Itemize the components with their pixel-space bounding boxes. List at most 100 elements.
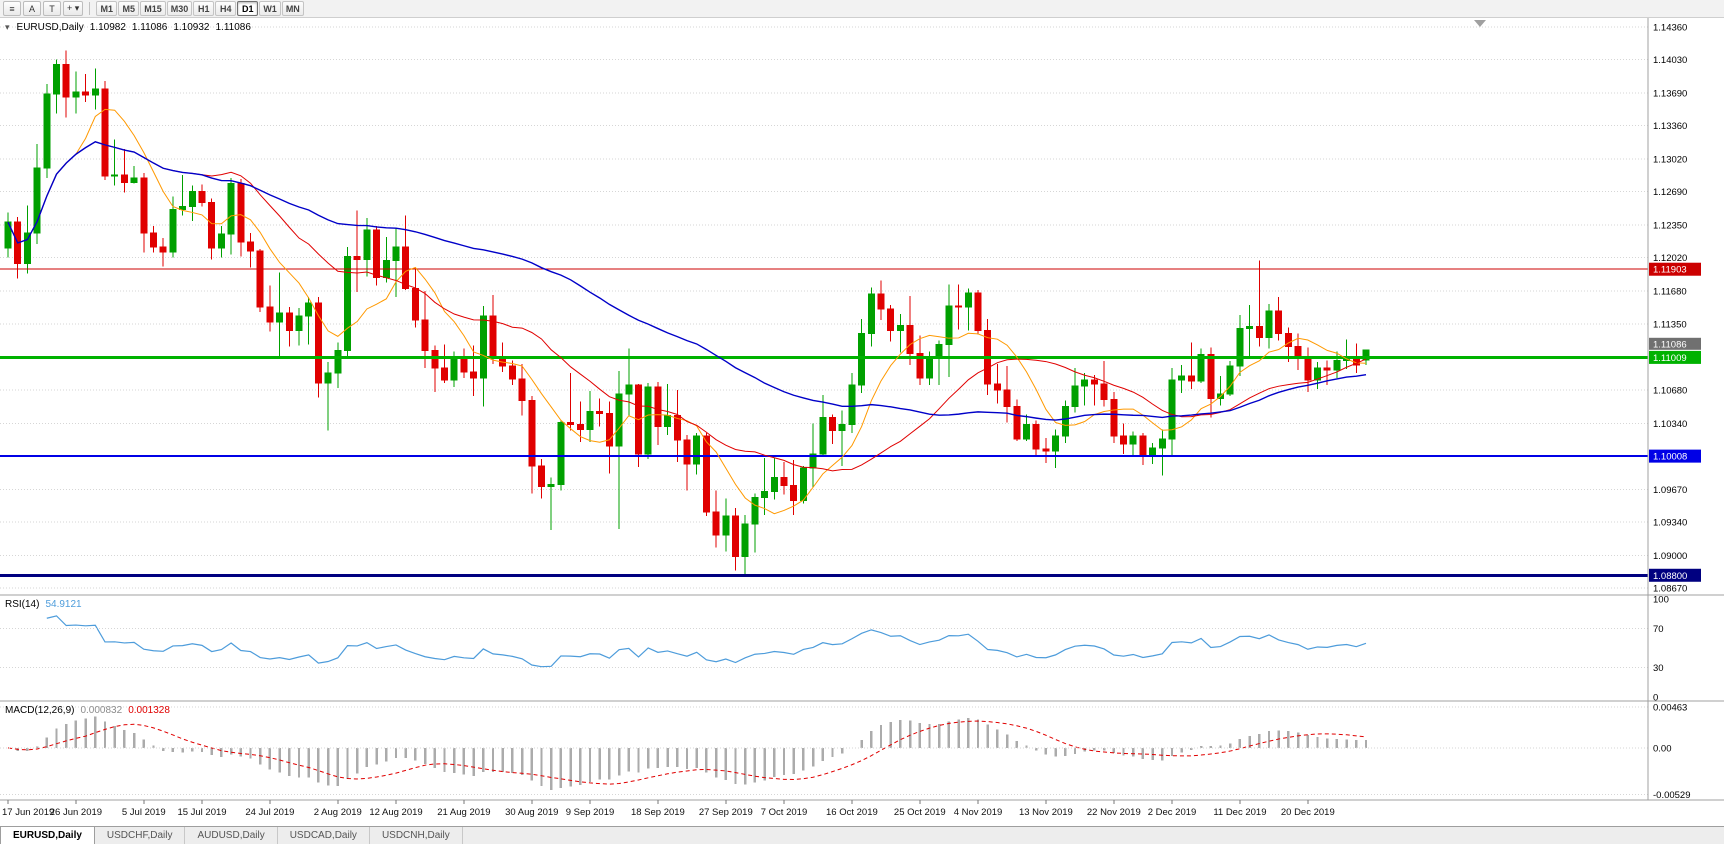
rsi-caption: RSI(14) 54.9121 xyxy=(5,599,82,610)
macd-signal-line xyxy=(7,720,1367,785)
svg-text:1.11086: 1.11086 xyxy=(1653,339,1687,350)
rsi-tick-label: 30 xyxy=(1653,663,1664,674)
macd-panel: 0.00463 0.00 -0.00529 xyxy=(0,703,1691,801)
annotation-a-button[interactable]: A xyxy=(23,1,41,16)
tab-eurusd[interactable]: EURUSD,Daily xyxy=(0,827,95,844)
price-tick-label: 1.14360 xyxy=(1653,22,1687,33)
price-tick-label: 1.13020 xyxy=(1653,155,1687,166)
svg-text:1.11009: 1.11009 xyxy=(1653,353,1687,364)
rsi-panel: 100 70 30 0 xyxy=(0,595,1669,704)
toolbar: ≡ A T + ▾ M1 M5 M15 M30 H1 H4 D1 W1 MN xyxy=(0,0,1724,18)
low-value: 1.10932 xyxy=(173,22,210,33)
rsi-tick-label: 0 xyxy=(1653,693,1658,704)
date-label: 9 Sep 2019 xyxy=(566,807,615,818)
rsi-line xyxy=(46,615,1367,668)
price-tick-label: 1.12350 xyxy=(1653,221,1687,232)
price-tick-label: 1.11350 xyxy=(1653,319,1687,330)
date-label: 18 Sep 2019 xyxy=(631,807,685,818)
timeframe-m30-button[interactable]: M30 xyxy=(166,1,193,16)
price-grid: 1.14360 1.14030 1.13690 1.13360 1.13020 1.126… xyxy=(0,22,1687,595)
timeframe-m5-button[interactable]: M5 xyxy=(118,1,140,16)
date-label: 4 Nov 2019 xyxy=(954,807,1003,818)
level-badge-1.11903 xyxy=(1649,262,1701,276)
macd-tick-label: -0.00529 xyxy=(1653,790,1691,801)
ma-lines xyxy=(7,108,1367,515)
price-axis-badges: 1.11086 1.11903 1.11009 1.10008 1.08800 xyxy=(1649,262,1701,582)
one-click-trading-arrow[interactable]: ▾ xyxy=(5,22,10,32)
macd-label: MACD(12,26,9) xyxy=(5,705,75,716)
svg-text:1.10008: 1.10008 xyxy=(1653,452,1687,463)
svg-text:1.11903: 1.11903 xyxy=(1653,265,1687,276)
date-label: 15 Jul 2019 xyxy=(177,807,226,818)
rsi-tick-label: 100 xyxy=(1653,595,1669,606)
text-tool-button[interactable]: T xyxy=(43,1,61,16)
macd-tick-label: 0.00 xyxy=(1653,743,1672,754)
symbol-tabs: EURUSD,Daily USDCHF,Daily AUDUSD,Daily USDC… xyxy=(0,826,1724,844)
price-tick-label: 1.10340 xyxy=(1653,419,1687,430)
price-tick-label: 1.12020 xyxy=(1653,253,1687,264)
date-label: 12 Aug 2019 xyxy=(369,807,422,818)
current-price-tag xyxy=(1649,337,1701,350)
date-label: 11 Dec 2019 xyxy=(1213,807,1266,818)
timeframe-m15-button[interactable]: M15 xyxy=(140,1,166,16)
toolbar-left: ≡ A T + ▾ xyxy=(3,1,84,16)
ma-8-line xyxy=(7,108,1367,515)
rsi-label: RSI(14) xyxy=(5,599,40,610)
close-value: 1.11086 xyxy=(215,22,251,33)
tab-usdchf[interactable]: USDCHF,Daily xyxy=(95,827,186,844)
level-badge-1.08800 xyxy=(1649,568,1701,582)
price-tick-label: 1.14030 xyxy=(1653,55,1687,66)
date-label: 26 Jun 2019 xyxy=(50,807,102,818)
date-label: 25 Oct 2019 xyxy=(894,807,946,818)
date-label: 2 Aug 2019 xyxy=(314,807,362,818)
price-tick-label: 1.08670 xyxy=(1653,584,1687,595)
chart-menu-button[interactable]: ≡ xyxy=(3,1,21,16)
price-tick-label: 1.12690 xyxy=(1653,187,1687,198)
timeframe-bar: M1 M5 M15 M30 H1 H4 D1 W1 MN xyxy=(96,1,304,16)
price-tick-label: 1.13360 xyxy=(1653,121,1687,132)
level-lines xyxy=(0,268,1648,577)
price-tick-label: 1.13690 xyxy=(1653,88,1687,99)
macd-tick-label: 0.00463 xyxy=(1653,703,1687,714)
chart-svg[interactable]: 1.14360 1.14030 1.13690 1.13360 1.13020 1.126… xyxy=(0,18,1724,826)
timeframe-m1-button[interactable]: M1 xyxy=(96,1,118,16)
svg-text:1.08800: 1.08800 xyxy=(1653,571,1687,582)
level-badge-1.11009 xyxy=(1649,350,1701,364)
date-label: 22 Nov 2019 xyxy=(1087,807,1141,818)
ma-55-line xyxy=(7,141,1367,421)
macd-caption: MACD(12,26,9) 0.000832 0.001328 xyxy=(5,705,170,716)
timeframe-d1-button[interactable]: D1 xyxy=(237,1,259,16)
open-value: 1.10982 xyxy=(89,22,126,33)
date-label: 16 Oct 2019 xyxy=(826,807,878,818)
price-tick-label: 1.10680 xyxy=(1653,385,1687,396)
chart-ohlc-caption: ▾ EURUSD,Daily 1.10982 1.11086 1.10932 1… xyxy=(5,22,251,33)
price-tick-label: 1.09340 xyxy=(1653,518,1687,529)
price-tick-label: 1.09670 xyxy=(1653,485,1687,496)
timeframe-h1-button[interactable]: H1 xyxy=(193,1,215,16)
toolbar-separator xyxy=(89,2,91,15)
timeframe-mn-button[interactable]: MN xyxy=(281,1,304,16)
macd-main-value: 0.000832 xyxy=(80,705,123,716)
tab-audusd[interactable]: AUDUSD,Daily xyxy=(185,827,278,844)
rsi-value: 54.9121 xyxy=(45,599,82,610)
date-label: 30 Aug 2019 xyxy=(505,807,558,818)
tab-usdcad[interactable]: USDCAD,Daily xyxy=(278,827,370,844)
chart-shift-marker-icon[interactable] xyxy=(1474,20,1486,27)
date-label: 24 Jul 2019 xyxy=(245,807,294,818)
timeframe-h4-button[interactable]: H4 xyxy=(215,1,237,16)
timeframe-w1-button[interactable]: W1 xyxy=(259,1,281,16)
date-label: 27 Sep 2019 xyxy=(699,807,753,818)
ma-21-line xyxy=(7,141,1367,472)
date-label: 2 Dec 2019 xyxy=(1148,807,1197,818)
rsi-tick-label: 70 xyxy=(1653,624,1664,635)
draw-tools-button[interactable]: + ▾ xyxy=(63,1,84,16)
price-tick-label: 1.09000 xyxy=(1653,551,1687,562)
high-value: 1.11086 xyxy=(131,22,168,33)
level-badge-1.10008 xyxy=(1649,449,1701,463)
candlestick-series xyxy=(4,50,1370,577)
date-label: 7 Oct 2019 xyxy=(761,807,807,818)
symbol-period-label: EURUSD,Daily xyxy=(16,22,84,33)
tab-usdcnh[interactable]: USDCNH,Daily xyxy=(370,827,463,844)
